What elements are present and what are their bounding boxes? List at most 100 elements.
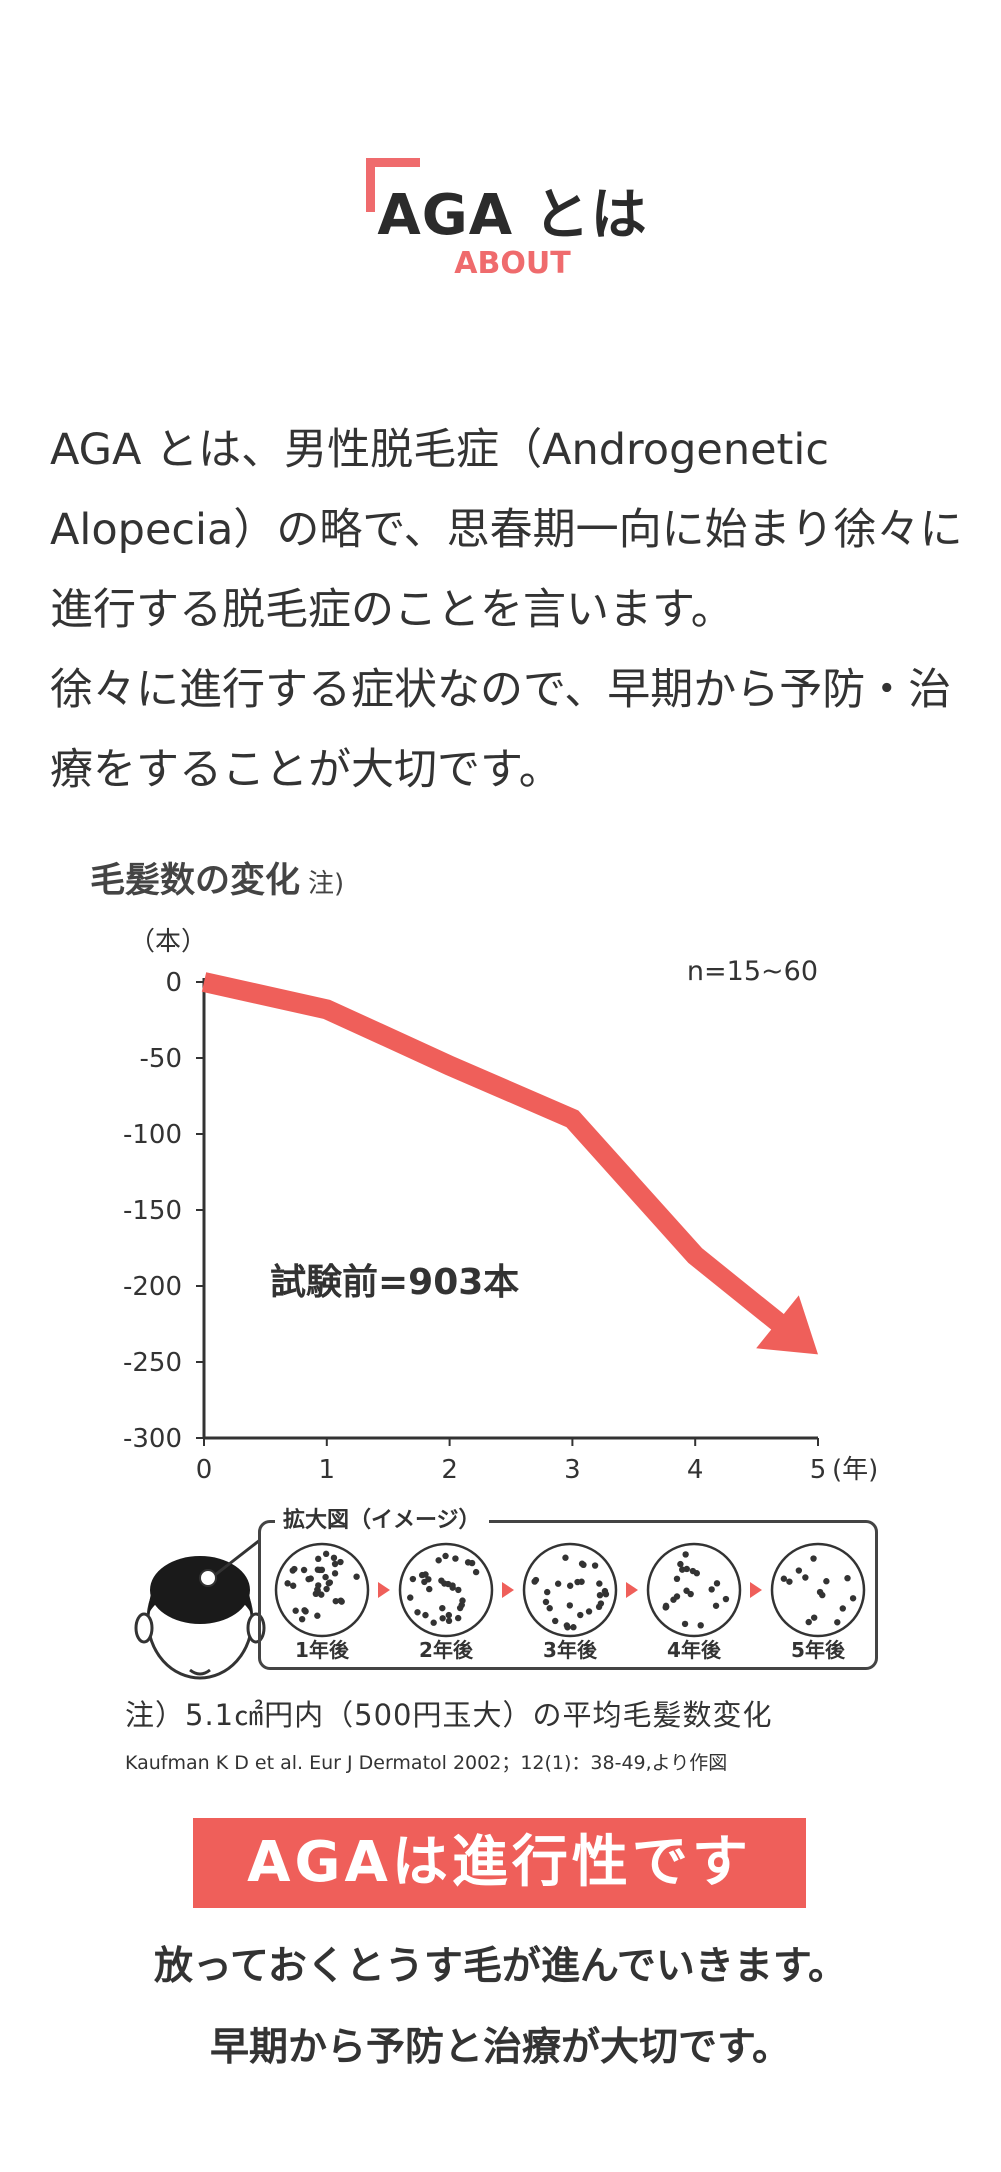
y-tick-label: -250	[123, 1348, 182, 1378]
hair-dot	[585, 1608, 593, 1615]
hair-dot	[316, 1566, 323, 1574]
hair-dot	[464, 1559, 472, 1566]
scalp-circle	[274, 1542, 370, 1638]
hair-dot	[291, 1565, 298, 1573]
chart-footnote: 注）5.1㎠円内（500円玉大）の平均毛髪数変化	[125, 1698, 773, 1732]
hair-dot	[552, 1617, 559, 1625]
hair-dot	[810, 1614, 818, 1621]
scalp-circle	[646, 1542, 742, 1638]
hair-dot	[301, 1607, 308, 1614]
hair-dot	[780, 1575, 788, 1582]
hair-dot	[687, 1590, 694, 1598]
x-tick-label: 0	[196, 1455, 213, 1485]
hair-dot	[439, 1615, 446, 1622]
stage-label: 5年後	[791, 1638, 846, 1662]
x-tick-label: 3	[564, 1455, 581, 1485]
hair-dot	[601, 1587, 609, 1595]
hair-dot	[472, 1568, 480, 1576]
hair-dot	[596, 1591, 604, 1599]
hair-dot	[562, 1554, 569, 1561]
hair-dot	[677, 1560, 684, 1568]
y-axis-label: （本）	[129, 927, 207, 957]
hair-dot	[445, 1617, 453, 1625]
hair-dot	[712, 1602, 720, 1609]
hair-dot	[407, 1594, 414, 1601]
hair-dot	[682, 1551, 689, 1558]
y-tick-label: -100	[123, 1120, 182, 1150]
hair-dot	[681, 1620, 689, 1628]
hair-dot	[326, 1579, 334, 1586]
hair-dot	[418, 1571, 426, 1579]
y-tick-label: 0	[165, 968, 182, 998]
x-tick-label: 4	[687, 1455, 704, 1485]
chart-y-ticks: 0 -50 -100 -150 -200 -250 -300	[123, 968, 204, 1454]
hair-dot	[564, 1624, 571, 1631]
hair-dot	[574, 1578, 581, 1586]
hair-dot	[322, 1550, 330, 1558]
stage-label: 4年後	[667, 1638, 722, 1662]
hair-dot	[314, 1612, 321, 1619]
closing-line-2: 早期から予防と治療が大切です。	[209, 2025, 792, 2070]
page-subtitle: ABOUT	[454, 246, 571, 281]
hair-count-line-chart: （本） 0 -50 -100 -150 -200 -250 -300 0 1 2 3 4 5 (年) n…	[123, 927, 878, 1485]
hair-dot	[722, 1595, 730, 1603]
hair-dot	[713, 1580, 721, 1587]
hair-dot	[795, 1567, 803, 1574]
hair-dot	[816, 1588, 824, 1596]
progressive-banner: AGAは進行性です	[193, 1818, 806, 1908]
hair-dot	[331, 1570, 339, 1577]
hair-dot	[298, 1615, 306, 1623]
hair-dot	[679, 1566, 686, 1573]
sample-size-annotation: n=15~60	[687, 956, 818, 987]
hair-dot	[289, 1582, 297, 1589]
hair-dot	[810, 1555, 817, 1562]
hair-dot	[439, 1604, 446, 1612]
hair-dot	[331, 1560, 339, 1568]
hair-dot	[323, 1585, 330, 1593]
series-arrow-head	[756, 1295, 818, 1355]
stage-label: 1年後	[295, 1638, 350, 1662]
hair-dot	[693, 1570, 700, 1577]
y-tick-label: -50	[140, 1044, 182, 1074]
hair-dot	[442, 1552, 449, 1560]
chart-series	[201, 972, 818, 1355]
scalp-circle	[398, 1542, 494, 1638]
hair-dot	[697, 1622, 704, 1629]
hair-dot	[595, 1603, 603, 1611]
title-bracket-decoration	[366, 158, 420, 212]
hair-dot	[580, 1561, 587, 1569]
hair-dot	[318, 1591, 325, 1598]
hair-dot	[802, 1574, 809, 1581]
head-illustration-icon	[134, 1538, 266, 1680]
hair-dot	[542, 1598, 550, 1606]
hair-dot	[786, 1578, 793, 1585]
chart-citation: Kaufman K D et al. Eur J Dermatol 2002；1…	[125, 1752, 728, 1774]
x-tick-label: 1	[319, 1455, 336, 1485]
hair-dot	[566, 1602, 574, 1609]
hair-dot	[337, 1597, 345, 1604]
y-tick-label: -150	[123, 1196, 182, 1226]
y-tick-label: -200	[123, 1272, 182, 1302]
hair-dot	[445, 1611, 453, 1619]
hair-dot	[425, 1576, 432, 1583]
chart-title: 毛髪数の変化 注)	[90, 852, 344, 903]
chart-axes: （本）	[129, 927, 818, 1440]
stage-arrow-icon	[750, 1582, 762, 1598]
magnification-label: 拡大図（イメージ）	[275, 1502, 489, 1534]
hair-dot	[452, 1555, 459, 1562]
hair-dot	[435, 1557, 442, 1564]
hair-dot	[546, 1605, 553, 1612]
hair-dot	[330, 1554, 338, 1562]
hair-dot	[673, 1593, 681, 1600]
hair-dot	[591, 1562, 599, 1569]
intro-text: AGA とは、男性脱毛症（Androgenetic Alopecia）の略で、思…	[50, 410, 970, 810]
hair-dot	[662, 1602, 670, 1610]
stage-arrow-icon	[626, 1582, 638, 1598]
x-axis-label: (年)	[832, 1455, 878, 1485]
magnification-panel	[258, 1520, 878, 1670]
hair-dot	[449, 1584, 456, 1591]
x-tick-label: 2	[441, 1455, 458, 1485]
hair-dot	[577, 1611, 584, 1619]
stage-label: 2年後	[419, 1638, 474, 1662]
hair-dot	[554, 1580, 562, 1587]
